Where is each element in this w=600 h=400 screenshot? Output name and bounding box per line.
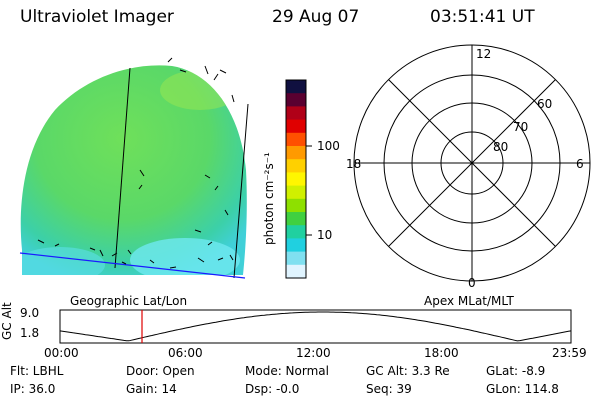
info-glat: GLat: -8.9 — [486, 364, 546, 378]
date-label: 29 Aug 07 — [272, 7, 360, 27]
info-dsp: Dsp: -0.0 — [245, 382, 300, 396]
mlt-label-top: 12 — [476, 47, 492, 61]
altitude-ymax: 9.0 — [20, 306, 40, 320]
altitude-ylabel: GC Alt — [0, 302, 14, 340]
info-ip: IP: 36.0 — [10, 382, 56, 396]
info-mode: Mode: Normal — [245, 364, 329, 378]
info-seq: Seq: 39 — [366, 382, 412, 396]
colorbar-band — [286, 264, 306, 279]
colorbar-band — [286, 185, 306, 200]
colorbar-band — [286, 106, 306, 121]
colorbar-band — [286, 212, 306, 226]
info-gc-alt: GC Alt: 3.3 Re — [366, 364, 450, 378]
colorbar-band — [286, 198, 306, 213]
time-label: 03:51:41 UT — [430, 7, 535, 27]
x-tick-1800: 18:00 — [424, 346, 459, 360]
info-gain: Gain: 14 — [126, 382, 177, 396]
colorbar-band — [286, 93, 306, 107]
mlt-label-left: 18 — [346, 157, 362, 171]
colorbar-band — [286, 159, 306, 173]
colorbar-band — [286, 172, 306, 187]
x-tick-0600: 06:00 — [168, 346, 203, 360]
x-tick-0000: 00:00 — [44, 346, 79, 360]
mlt-label-right: 6 — [576, 157, 584, 171]
apex-caption: Apex MLat/MLT — [424, 294, 514, 308]
geographic-caption: Geographic Lat/Lon — [70, 294, 188, 308]
colorbar-band — [286, 80, 306, 94]
mlat-mlt-polar-plot — [353, 44, 591, 282]
colorbar-band — [286, 238, 306, 253]
mlat-label-80: 80 — [493, 140, 509, 154]
colorbar-band — [286, 119, 306, 134]
altitude-plot — [59, 309, 572, 344]
mlt-label-bottom: 0 — [468, 276, 476, 290]
colorbar-band — [286, 132, 306, 147]
colorbar-band — [286, 225, 306, 239]
info-door: Door: Open — [126, 364, 195, 378]
altitude-ymin: 1.8 — [20, 326, 40, 340]
coastline-fragments — [37, 57, 235, 269]
colorbar-tick-10: 10 — [317, 228, 333, 242]
x-tick-1200: 12:00 — [296, 346, 331, 360]
mlat-label-60: 60 — [537, 97, 553, 111]
info-flt: Flt: LBHL — [10, 364, 64, 378]
earth-image — [19, 57, 249, 279]
intensity-colorbar — [286, 80, 306, 279]
x-tick-2359: 23:59 — [552, 346, 587, 360]
colorbar-tick-100: 100 — [317, 139, 340, 153]
equator-line — [19, 252, 246, 279]
colorbar-band — [286, 146, 306, 160]
info-glon: GLon: 114.8 — [486, 382, 559, 396]
colorbar-unit-label: photon cm⁻²s⁻¹ — [262, 152, 276, 245]
mlat-label-70: 70 — [513, 120, 529, 134]
meridian-line-2 — [233, 103, 249, 279]
instrument-title: Ultraviolet Imager — [20, 7, 174, 27]
colorbar-band — [286, 251, 306, 266]
meridian-line-1 — [114, 67, 131, 269]
